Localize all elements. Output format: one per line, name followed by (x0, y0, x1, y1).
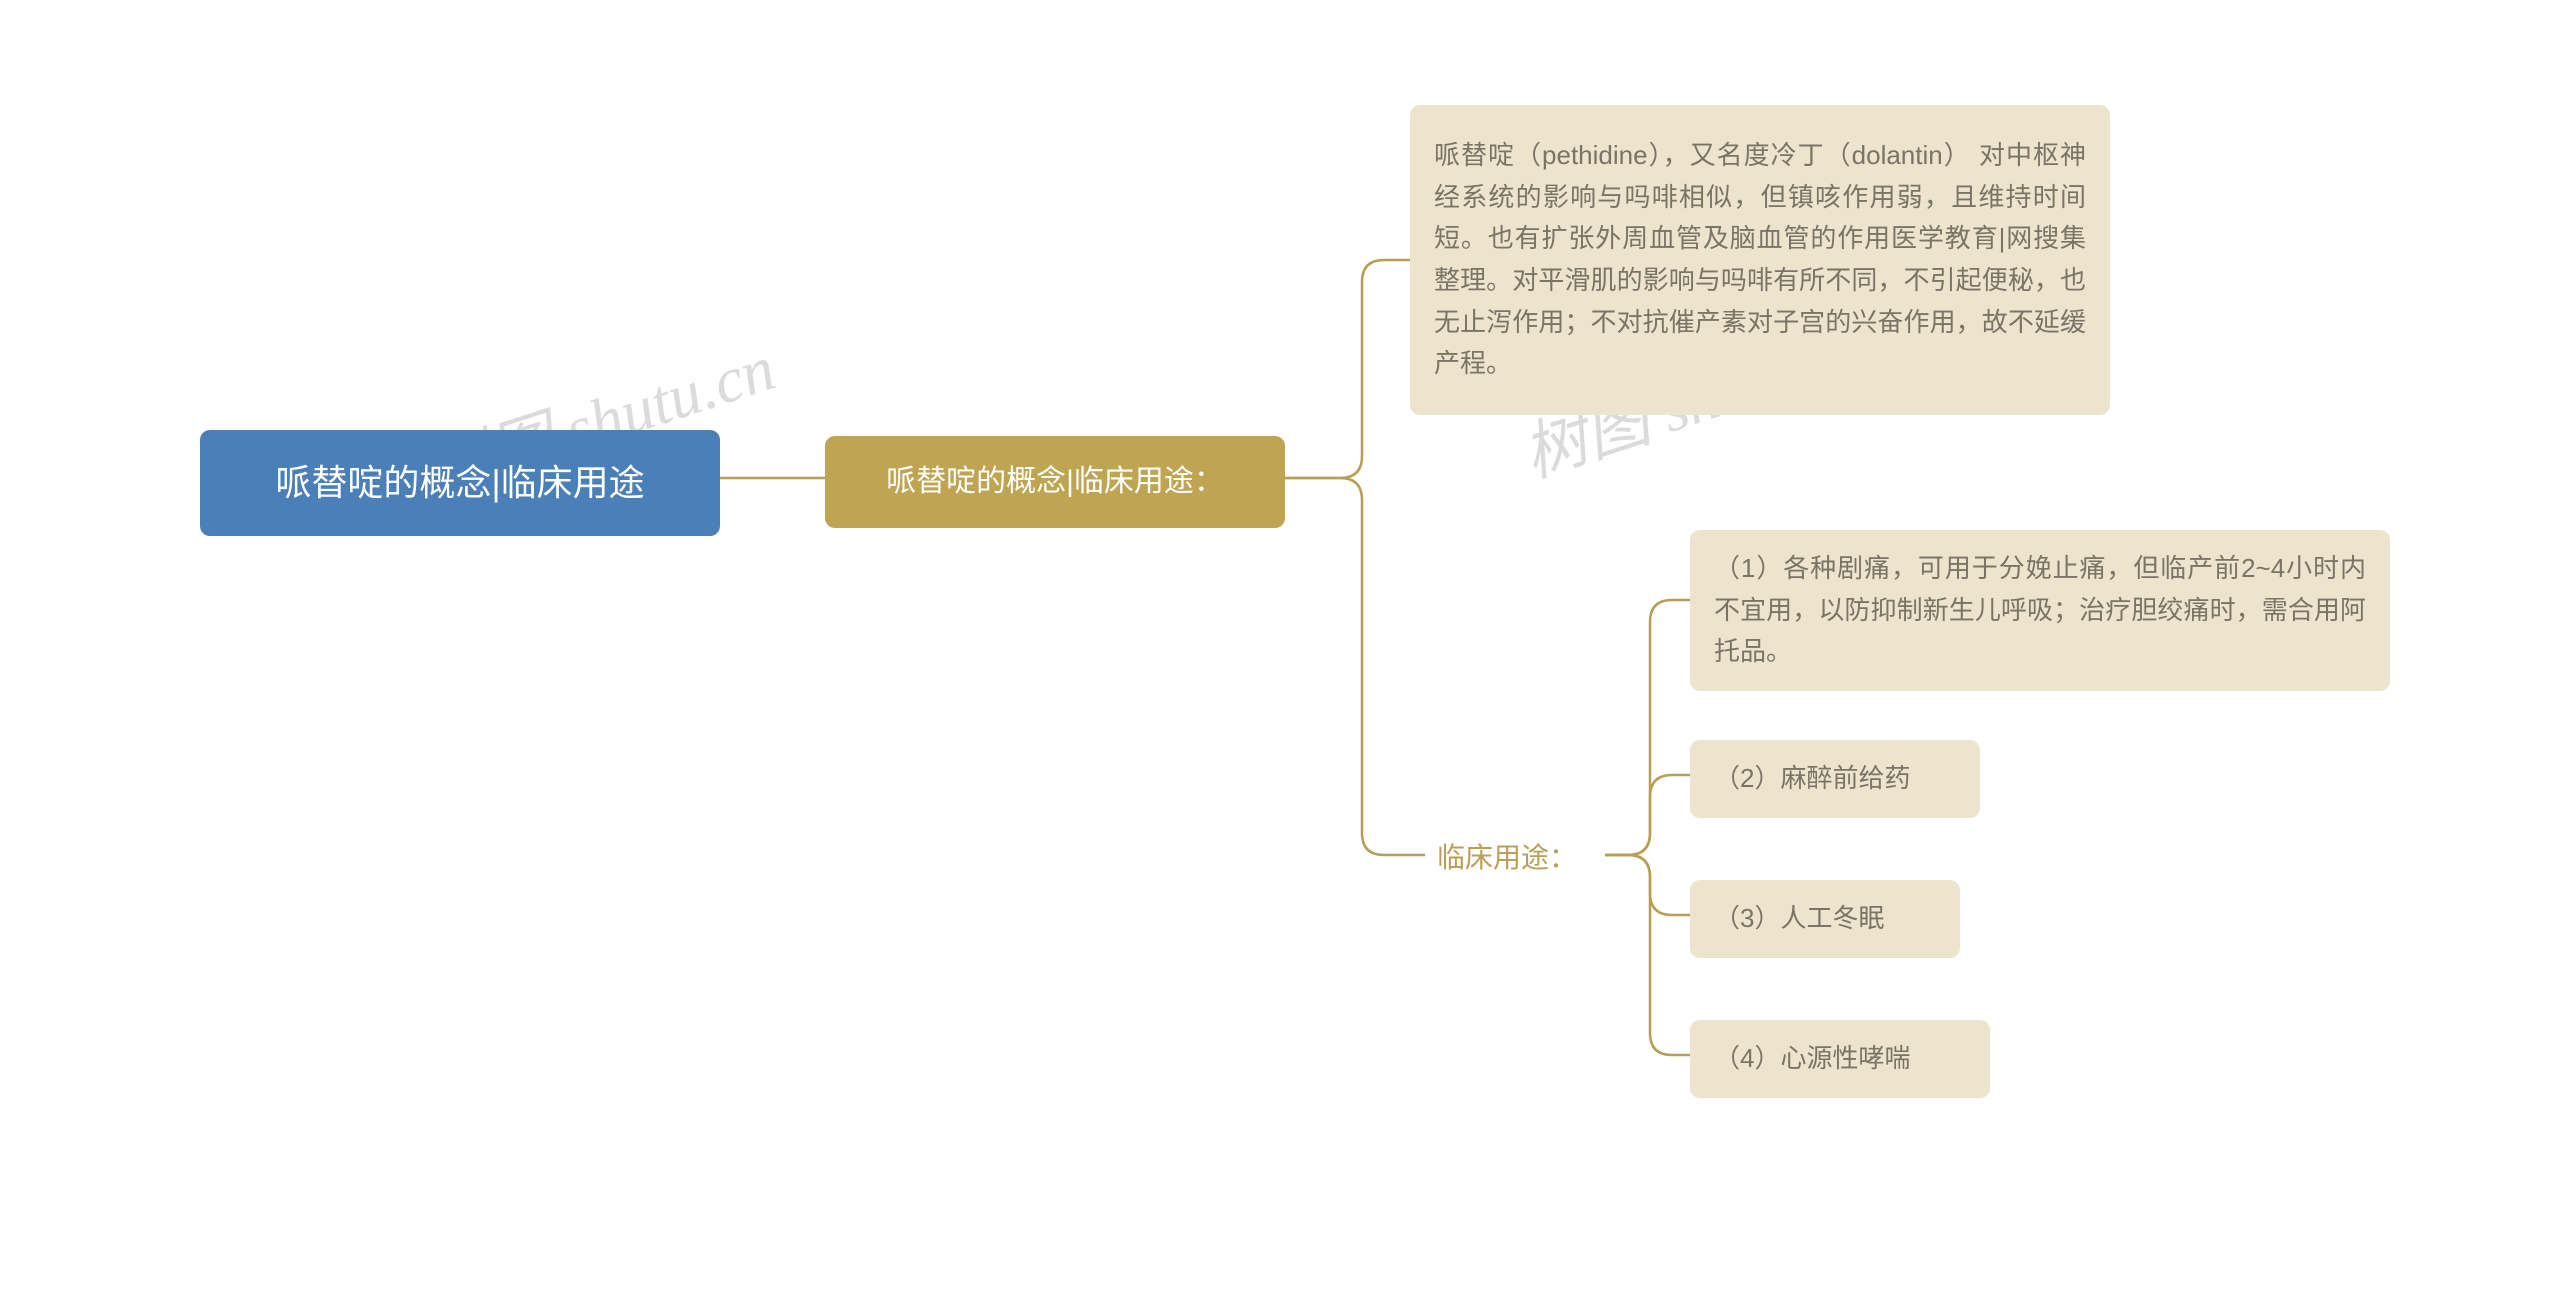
connector-line (1285, 478, 1425, 855)
connector-line (1605, 600, 1690, 855)
mindmap-canvas: 树图 shutu.cn 树图 shutu.cn 哌替啶的概念|临床用途 哌替啶的… (0, 0, 2560, 1305)
mindmap-subbranch-label[interactable]: 临床用途： (1425, 828, 1605, 889)
branch-label: 哌替啶的概念|临床用途： (886, 458, 1224, 506)
mindmap-leaf-node[interactable]: （4）心源性哮喘 (1690, 1020, 1990, 1098)
leaf-text: （4）心源性哮喘 (1714, 1038, 1910, 1080)
mindmap-branch-node[interactable]: 哌替啶的概念|临床用途： (825, 436, 1285, 528)
connector-line (1605, 855, 1690, 1055)
leaf-text: （1）各种剧痛，可用于分娩止痛，但临产前2~4小时内不宜用，以防抑制新生儿呼吸；… (1714, 548, 2366, 673)
connector-line (1605, 855, 1690, 915)
subbranch-text: 临床用途： (1437, 836, 1577, 881)
mindmap-leaf-node[interactable]: 哌替啶（pethidine），又名度冷丁（dolantin） 对中枢神经系统的影… (1410, 105, 2110, 415)
leaf-text: 哌替啶（pethidine），又名度冷丁（dolantin） 对中枢神经系统的影… (1434, 135, 2086, 385)
mindmap-leaf-node[interactable]: （3）人工冬眠 (1690, 880, 1960, 958)
connector-line (1605, 775, 1690, 855)
mindmap-leaf-node[interactable]: （2）麻醉前给药 (1690, 740, 1980, 818)
mindmap-root-node[interactable]: 哌替啶的概念|临床用途 (200, 430, 720, 536)
leaf-text: （3）人工冬眠 (1714, 898, 1884, 940)
mindmap-leaf-node[interactable]: （1）各种剧痛，可用于分娩止痛，但临产前2~4小时内不宜用，以防抑制新生儿呼吸；… (1690, 530, 2390, 691)
root-label: 哌替啶的概念|临床用途 (275, 454, 644, 512)
leaf-text: （2）麻醉前给药 (1714, 758, 1910, 800)
connector-line (1285, 260, 1410, 478)
